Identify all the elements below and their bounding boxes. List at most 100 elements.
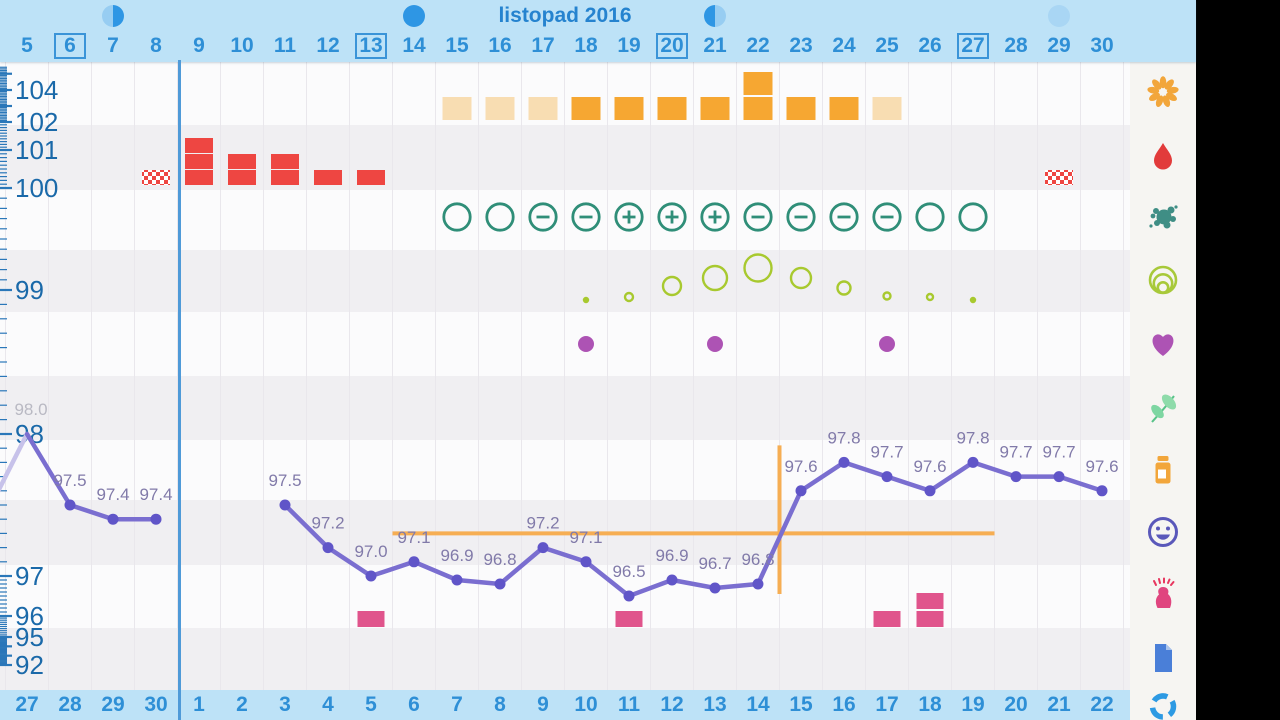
cycle-day-2: 2 (236, 693, 248, 716)
cycle-day-20: 20 (1004, 693, 1028, 716)
month-day-22[interactable]: 22 (746, 34, 770, 57)
cycle-day-7: 7 (451, 693, 463, 716)
temperature-value-label: 97.6 (784, 457, 817, 476)
month-day-27[interactable]: 27 (957, 33, 989, 59)
axis-tick-label: 92 (15, 650, 44, 680)
cervix-mark (882, 291, 892, 301)
month-day-30[interactable]: 30 (1090, 34, 1114, 57)
temperature-value-label: 98.0 (14, 400, 47, 419)
test-circle (614, 202, 644, 232)
cervix-mark (836, 280, 852, 296)
menstruation-mark (142, 170, 170, 185)
temperature-point (881, 471, 893, 483)
menstruation-mark (357, 170, 385, 185)
month-day-14[interactable]: 14 (402, 34, 426, 57)
month-day-9[interactable]: 9 (193, 34, 205, 57)
temperature-point (494, 578, 506, 590)
temperature-line (24, 431, 159, 522)
temperature-point (666, 574, 678, 586)
spray-icon[interactable] (1144, 575, 1182, 613)
temperature-point (64, 499, 76, 511)
temperature-value-label: 97.6 (1085, 457, 1118, 476)
cervix-rings-icon[interactable] (1144, 262, 1182, 300)
menstruation-mark (228, 154, 256, 169)
splat-icon[interactable] (1144, 198, 1182, 236)
month-day-7[interactable]: 7 (107, 34, 119, 57)
month-day-17[interactable]: 17 (531, 34, 555, 57)
month-day-29[interactable]: 29 (1047, 34, 1071, 57)
temperature-value-label: 97.7 (999, 443, 1032, 462)
month-day-13[interactable]: 13 (355, 33, 387, 59)
intercourse-mark (578, 336, 594, 352)
mucus-mark (743, 97, 773, 120)
axis-tick-label: 100 (15, 173, 58, 203)
temperature-point (451, 574, 463, 586)
cervix-mark (743, 253, 773, 283)
smiley-icon[interactable] (1144, 513, 1182, 551)
month-day-24[interactable]: 24 (832, 34, 856, 57)
blood-drop-icon[interactable] (1144, 138, 1182, 176)
test-circle (442, 202, 472, 232)
menstruation-mark (271, 154, 299, 169)
temperature-point (279, 499, 291, 511)
temperature-value-label: 97.0 (354, 542, 387, 561)
month-day-26[interactable]: 26 (918, 34, 942, 57)
pink-mark (916, 593, 944, 609)
pink-mark (357, 611, 385, 627)
month-day-11[interactable]: 11 (273, 34, 297, 57)
mucus-mark (743, 72, 773, 95)
cervix-mark (701, 264, 729, 292)
temperature-point (537, 542, 549, 554)
axis-tick-label: 102 (15, 107, 58, 137)
mucus-mark (872, 97, 902, 120)
cervix-mark (623, 291, 635, 303)
month-day-12[interactable]: 12 (316, 34, 340, 57)
heart-icon[interactable] (1144, 324, 1182, 362)
page-title: listopad 2016 (498, 4, 632, 27)
month-day-8[interactable]: 8 (150, 34, 162, 57)
mucus-mark (700, 97, 730, 120)
month-day-16[interactable]: 16 (488, 34, 512, 57)
month-day-23[interactable]: 23 (789, 34, 813, 57)
temperature-value-label: 96.5 (612, 562, 645, 581)
month-day-19[interactable]: 19 (617, 34, 641, 57)
mucus-mark (829, 97, 859, 120)
temperature-point (967, 456, 979, 468)
cycle-chart-screen: 104 102 101 100 99 98 97 96 95 92 98.0 97.5 97.4 97.4… (0, 0, 1196, 720)
month-day-20[interactable]: 20 (656, 33, 688, 59)
month-day-5[interactable]: 5 (21, 34, 33, 57)
mucus-mark (614, 97, 644, 120)
cervix-mark (925, 292, 935, 302)
month-day-21[interactable]: 21 (703, 34, 727, 57)
cycle-day-5: 5 (365, 693, 377, 716)
temperature-value-label: 96.9 (655, 546, 688, 565)
month-day-28[interactable]: 28 (1004, 34, 1028, 57)
temperature-point (322, 542, 334, 554)
intercourse-mark (879, 336, 895, 352)
test-circle (657, 202, 687, 232)
mucus-mark (528, 97, 558, 120)
temperature-value-label: 97.4 (139, 485, 172, 504)
leaf-icon[interactable] (1144, 389, 1182, 427)
menstruation-mark (185, 170, 213, 185)
month-day-6[interactable]: 6 (54, 33, 86, 59)
month-day-25[interactable]: 25 (875, 34, 899, 57)
menstruation-mark (271, 170, 299, 185)
mucus-mark (786, 97, 816, 120)
flower-icon[interactable] (1144, 73, 1182, 111)
month-day-18[interactable]: 18 (574, 34, 598, 57)
axis-tick-label: 101 (15, 135, 58, 165)
cycle-day-9: 9 (537, 693, 549, 716)
intercourse-mark (707, 336, 723, 352)
temperature-point (795, 485, 807, 497)
mucus-mark (571, 97, 601, 120)
medicine-bottle-icon[interactable] (1144, 451, 1182, 489)
document-icon[interactable] (1144, 639, 1182, 677)
month-day-15[interactable]: 15 (445, 34, 469, 57)
sync-icon[interactable] (1144, 687, 1182, 720)
cycle-day-8: 8 (494, 693, 506, 716)
month-day-10[interactable]: 10 (230, 34, 254, 57)
mucus-mark (485, 97, 515, 120)
